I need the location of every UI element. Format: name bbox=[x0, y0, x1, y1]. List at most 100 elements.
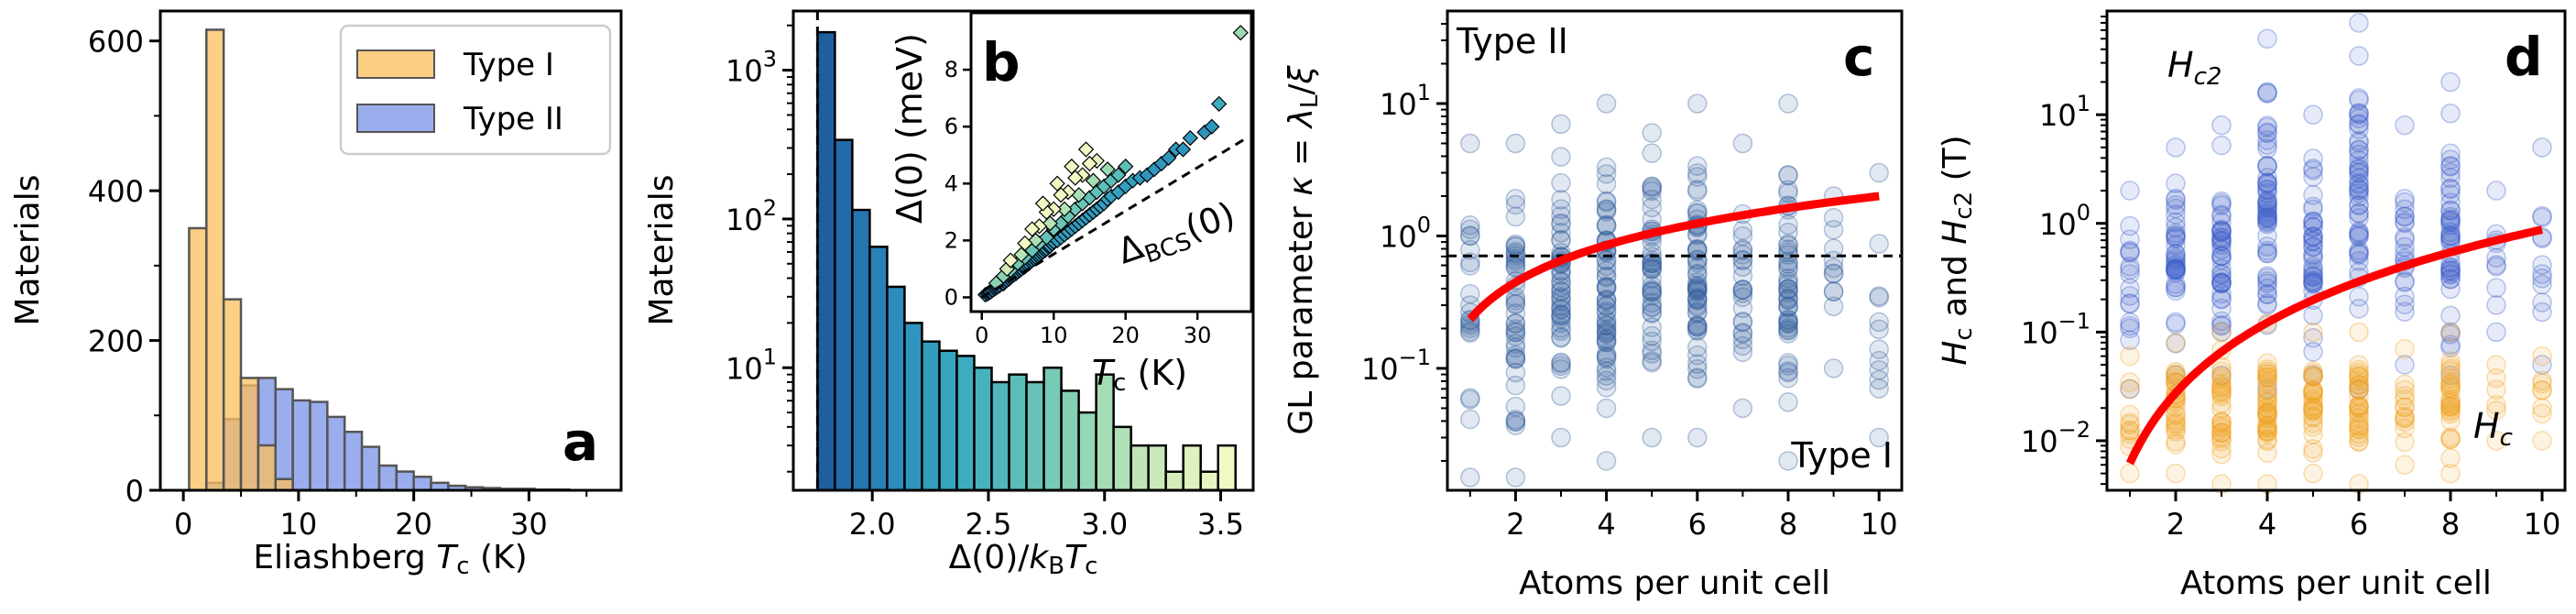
kappa-point bbox=[1596, 279, 1617, 299]
hc2-point bbox=[2395, 206, 2415, 227]
hc2-point bbox=[2257, 193, 2277, 214]
kappa-point bbox=[1505, 257, 1526, 278]
hc-point bbox=[2303, 380, 2323, 401]
legend-swatch-type2 bbox=[356, 104, 435, 133]
inset-xtick-label: 20 bbox=[1111, 323, 1140, 348]
hc-point bbox=[2120, 345, 2140, 367]
hc-point bbox=[2349, 374, 2369, 395]
hc-point bbox=[2349, 362, 2369, 383]
hc2-point bbox=[2257, 211, 2277, 232]
hc2-point bbox=[2303, 213, 2323, 233]
kappa-point bbox=[1642, 258, 1662, 280]
kappa-point bbox=[1551, 214, 1571, 235]
hc2-point bbox=[2349, 221, 2369, 242]
hc2-point bbox=[2211, 212, 2232, 233]
kappa-point bbox=[1732, 239, 1753, 259]
kappa-point bbox=[1778, 367, 1798, 389]
hc2-point bbox=[2303, 226, 2323, 247]
hc2-point bbox=[2440, 265, 2461, 285]
hc-point bbox=[2211, 412, 2232, 433]
panel-a-frame bbox=[158, 9, 623, 492]
kappa-point bbox=[1505, 334, 1526, 354]
hc2-point bbox=[2211, 220, 2232, 241]
kappa-point bbox=[1460, 219, 1480, 240]
hc2-point bbox=[2440, 200, 2461, 221]
kappa-point bbox=[1596, 366, 1617, 386]
hc-point bbox=[2211, 373, 2232, 394]
kappa-point bbox=[1778, 309, 1798, 330]
hc2-point bbox=[2166, 194, 2186, 215]
hc2-point bbox=[2349, 240, 2369, 260]
hc2-point bbox=[2395, 286, 2415, 307]
kappa-point bbox=[1778, 361, 1798, 381]
gap-ratio-bar bbox=[1217, 444, 1237, 492]
kappa-point bbox=[1869, 350, 1889, 371]
kappa-point bbox=[1869, 286, 1889, 306]
inset-point bbox=[1204, 118, 1220, 135]
kappa-point bbox=[1596, 260, 1617, 281]
hc2-point bbox=[2166, 260, 2186, 281]
hc2-point bbox=[2166, 256, 2186, 277]
hc-point bbox=[2211, 426, 2232, 447]
hc2-point bbox=[2120, 264, 2140, 284]
kappa-point bbox=[1551, 386, 1571, 406]
hc2-point bbox=[2211, 314, 2232, 335]
hc2-point bbox=[2349, 173, 2369, 193]
hc-point bbox=[2211, 399, 2232, 419]
hc2-point bbox=[2349, 130, 2369, 151]
hc2-point bbox=[2395, 294, 2415, 315]
kappa-point bbox=[1687, 280, 1708, 302]
kappa-point bbox=[1642, 331, 1662, 352]
hc2-point bbox=[2211, 258, 2232, 280]
hc2-point bbox=[2303, 265, 2323, 285]
kappa-point bbox=[1869, 359, 1889, 380]
hc-point bbox=[2349, 432, 2369, 452]
kappa-point bbox=[1460, 409, 1480, 430]
hc2-point bbox=[2257, 190, 2277, 211]
hc2-point bbox=[2166, 274, 2186, 294]
hc2-point bbox=[2395, 229, 2415, 250]
kappa-point bbox=[1596, 310, 1617, 330]
hc-point bbox=[2211, 367, 2232, 387]
hc-point bbox=[2166, 365, 2186, 385]
kappa-point bbox=[1869, 427, 1889, 448]
hc2-point bbox=[2349, 286, 2369, 307]
panel-b-ylabel: Materials bbox=[643, 174, 681, 325]
hc-point bbox=[2349, 370, 2369, 390]
hc2-point bbox=[2303, 216, 2323, 236]
hc-point bbox=[2303, 363, 2323, 384]
kappa-point bbox=[1687, 345, 1708, 366]
hc-point bbox=[2440, 380, 2461, 401]
hc-point bbox=[2440, 427, 2461, 447]
inset-ytick-label: 6 bbox=[944, 114, 958, 139]
kappa-point bbox=[1596, 346, 1617, 367]
hc-point bbox=[2440, 322, 2461, 343]
hc2-point bbox=[2257, 209, 2277, 230]
kappa-point bbox=[1732, 225, 1753, 247]
hc2-point bbox=[2257, 213, 2277, 233]
hc-point bbox=[2349, 402, 2369, 422]
hc-point bbox=[2257, 401, 2277, 422]
hc2-point bbox=[2303, 148, 2323, 169]
hc2-point bbox=[2257, 83, 2277, 104]
kappa-point bbox=[1596, 330, 1617, 350]
hc2-point bbox=[2211, 231, 2232, 251]
kappa-point bbox=[1732, 335, 1753, 356]
kappa-point bbox=[1551, 205, 1571, 226]
hc-point bbox=[2440, 389, 2461, 410]
hc2-point bbox=[2166, 280, 2186, 302]
kappa-point bbox=[1778, 312, 1798, 334]
kappa-point bbox=[1687, 163, 1708, 183]
kappa-point bbox=[1551, 147, 1571, 167]
hc-point bbox=[2440, 411, 2461, 431]
hc2-point bbox=[2349, 180, 2369, 200]
hc2-point bbox=[2211, 230, 2232, 251]
kappa-point bbox=[1596, 332, 1617, 353]
kappa-point bbox=[1642, 143, 1662, 163]
kappa-point bbox=[1551, 327, 1571, 348]
panel-d-ylabel: Hc and Hc2 (T) bbox=[1937, 135, 1978, 365]
hc-point bbox=[2120, 404, 2140, 425]
hc-point bbox=[2257, 398, 2277, 419]
field-trend-line bbox=[2125, 225, 2543, 466]
panel-a-legend: Type I Type II bbox=[339, 24, 612, 156]
